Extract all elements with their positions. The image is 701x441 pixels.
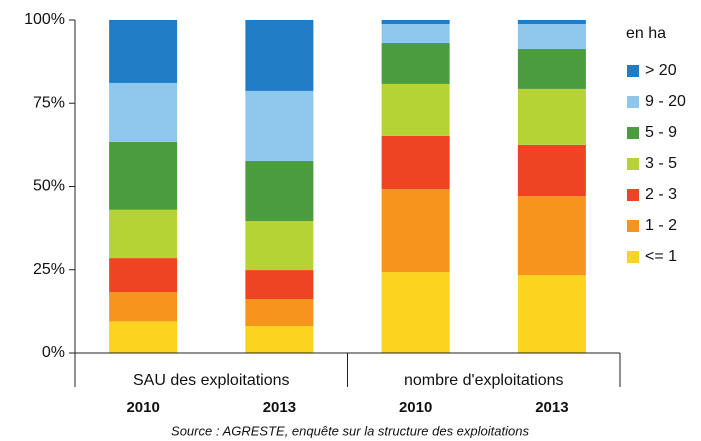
- group-label: SAU des exploitations: [133, 372, 290, 389]
- legend-swatch: [627, 251, 639, 263]
- bar-segment: [109, 82, 178, 142]
- x-tick-label: 2010: [399, 399, 432, 416]
- bar-segment: [381, 20, 450, 24]
- bar-segment: [245, 20, 314, 91]
- bar-segment: [109, 258, 178, 293]
- bar-segment: [109, 292, 178, 322]
- bar-segment: [381, 189, 450, 273]
- bar-segment: [109, 20, 178, 83]
- group-label: nombre d'exploitations: [404, 372, 564, 389]
- y-tick-label: 25%: [33, 261, 65, 278]
- bar-segment: [517, 88, 586, 145]
- legend-swatch: [627, 158, 639, 170]
- x-tick-label: 2013: [263, 399, 296, 416]
- bar-segment: [109, 141, 178, 210]
- y-tick-label: 75%: [33, 94, 65, 111]
- legend-swatch: [627, 220, 639, 232]
- legend-label: 9 - 20: [645, 93, 686, 110]
- bar-segment: [517, 20, 586, 24]
- y-tick-label: 50%: [33, 178, 65, 195]
- source: Source : AGRESTE, enquête sur la structu…: [171, 423, 529, 438]
- legend-label: > 20: [645, 62, 677, 79]
- bar-segment: [517, 196, 586, 276]
- bar-segment: [109, 321, 178, 353]
- legend-swatch: [627, 96, 639, 108]
- bar-segment: [517, 48, 586, 89]
- legend-label: 5 - 9: [645, 124, 677, 141]
- x-tick-label: 2013: [535, 399, 568, 416]
- bar-segment: [381, 272, 450, 353]
- bar-segment: [245, 270, 314, 300]
- bar-segment: [245, 326, 314, 353]
- y-tick-label: 100%: [24, 11, 65, 28]
- legend-swatch: [627, 127, 639, 139]
- legend-label: 3 - 5: [645, 155, 677, 172]
- bar-segment: [245, 299, 314, 327]
- bar-segment: [245, 160, 314, 222]
- bar-segment: [109, 209, 178, 259]
- bar-segment: [381, 23, 450, 43]
- x-tick-label: 2010: [126, 399, 159, 416]
- legend-label: <= 1: [645, 248, 677, 265]
- bar-segment: [245, 221, 314, 271]
- bar-segment: [517, 144, 586, 197]
- bar-segment: [381, 42, 450, 84]
- y-tick-label: 0%: [42, 344, 65, 361]
- bar-segment: [245, 90, 314, 161]
- bar-segment: [517, 275, 586, 353]
- legend-swatch: [627, 189, 639, 201]
- legend-swatch: [627, 65, 639, 77]
- bar-segment: [381, 135, 450, 190]
- legend-label: 2 - 3: [645, 186, 677, 203]
- bar-segment: [517, 23, 586, 49]
- legend-label: 1 - 2: [645, 217, 677, 234]
- bar-segment: [381, 83, 450, 136]
- legend-title: en ha: [626, 25, 666, 42]
